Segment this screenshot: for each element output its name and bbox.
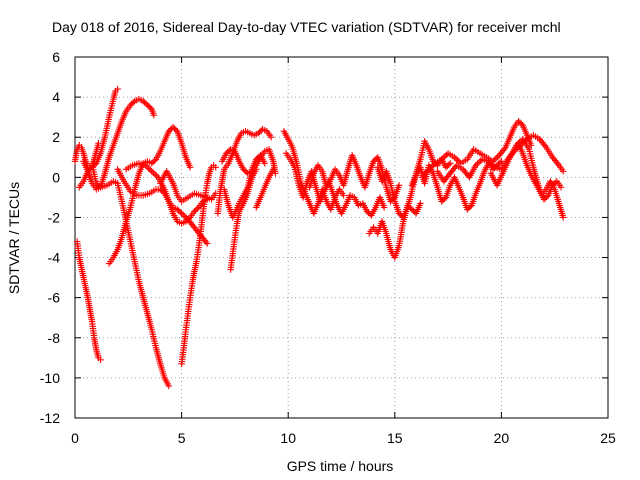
series-arc-5 xyxy=(88,162,173,390)
data-point xyxy=(179,211,187,219)
data-point xyxy=(165,382,173,390)
data-points xyxy=(71,85,567,390)
data-point xyxy=(560,168,567,175)
series-arc-3 xyxy=(76,85,121,191)
series-arc-6 xyxy=(105,123,194,267)
series-arc-25 xyxy=(515,140,565,203)
series-arc-9 xyxy=(157,168,219,205)
data-point xyxy=(466,203,474,210)
x-tick-label: 20 xyxy=(494,430,510,446)
x-tick-label: 25 xyxy=(600,430,616,446)
y-tick-label: 4 xyxy=(52,89,60,105)
series-arc-10 xyxy=(178,162,219,368)
y-tick-label: -4 xyxy=(48,250,61,266)
y-tick-label: 0 xyxy=(52,169,60,185)
y-axis-label: SDTVAR / TECUs xyxy=(6,182,22,294)
data-point xyxy=(441,195,448,202)
plot-frame xyxy=(74,56,609,419)
data-point xyxy=(417,200,424,207)
data-point xyxy=(440,154,447,161)
data-point xyxy=(130,99,137,106)
data-point xyxy=(518,120,525,128)
data-point xyxy=(194,205,201,212)
data-point xyxy=(146,166,154,174)
series-arc-24 xyxy=(487,136,567,221)
data-point xyxy=(445,161,453,168)
data-point xyxy=(151,171,159,178)
data-point xyxy=(95,182,103,190)
data-point xyxy=(186,164,194,171)
data-point xyxy=(543,193,551,200)
series-arc-14 xyxy=(227,166,260,273)
data-point xyxy=(203,240,211,247)
y-tick-label: -8 xyxy=(48,330,61,346)
data-point xyxy=(270,166,277,173)
series-arc-20 xyxy=(374,138,454,221)
data-point xyxy=(267,134,275,141)
data-point xyxy=(150,169,157,177)
data-point xyxy=(148,168,155,175)
series-arc-17 xyxy=(282,150,388,219)
y-tick-label: -2 xyxy=(48,209,61,225)
data-point xyxy=(454,157,461,164)
x-tick-label: 15 xyxy=(387,430,403,446)
data-point xyxy=(395,182,403,189)
x-tick-label: 5 xyxy=(178,430,186,446)
data-point xyxy=(150,111,158,119)
data-point xyxy=(477,157,484,164)
data-point xyxy=(552,179,559,186)
data-point xyxy=(560,214,567,221)
data-point xyxy=(340,192,347,199)
y-tick-label: 6 xyxy=(52,49,60,65)
x-tick-label: 10 xyxy=(280,430,296,446)
x-axis: 0 5 10 15 20 25 xyxy=(71,57,616,446)
series-arc-4 xyxy=(80,95,158,193)
data-point xyxy=(176,208,184,216)
data-point xyxy=(496,159,504,166)
x-tick-label: 0 xyxy=(71,430,79,446)
data-point xyxy=(253,166,260,173)
data-point xyxy=(447,160,454,167)
data-point xyxy=(492,155,500,162)
data-point xyxy=(145,165,152,172)
series-arc-8 xyxy=(122,160,211,227)
y-tick-label: 2 xyxy=(52,129,60,145)
x-axis-label: GPS time / hours xyxy=(287,458,394,474)
data-point xyxy=(185,215,192,222)
y-axis: -12 -10 -8 -6 -4 -2 0 2 4 6 xyxy=(40,49,608,426)
data-point xyxy=(380,204,388,211)
data-point xyxy=(261,160,268,167)
data-point xyxy=(97,356,104,364)
data-point xyxy=(151,157,158,164)
y-tick-label: -10 xyxy=(40,370,60,386)
y-tick-label: -12 xyxy=(40,410,60,426)
data-point xyxy=(114,85,121,93)
chart-title: Day 018 of 2016, Sidereal Day-to-day VTE… xyxy=(52,19,561,35)
data-point xyxy=(172,126,180,134)
data-point xyxy=(452,155,460,162)
data-point xyxy=(147,104,154,112)
series-arc-18 xyxy=(306,152,403,205)
series-arc-15 xyxy=(253,166,277,211)
y-tick-label: -6 xyxy=(48,290,61,306)
series-arc-2 xyxy=(73,238,104,364)
data-point xyxy=(212,164,219,171)
data-point xyxy=(494,153,501,160)
data-point xyxy=(557,184,565,191)
series-arc-11 xyxy=(214,126,275,217)
